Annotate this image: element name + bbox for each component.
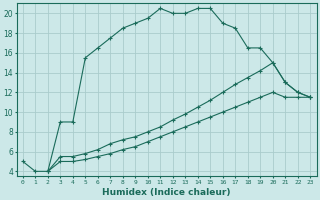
X-axis label: Humidex (Indice chaleur): Humidex (Indice chaleur) [102,188,231,197]
